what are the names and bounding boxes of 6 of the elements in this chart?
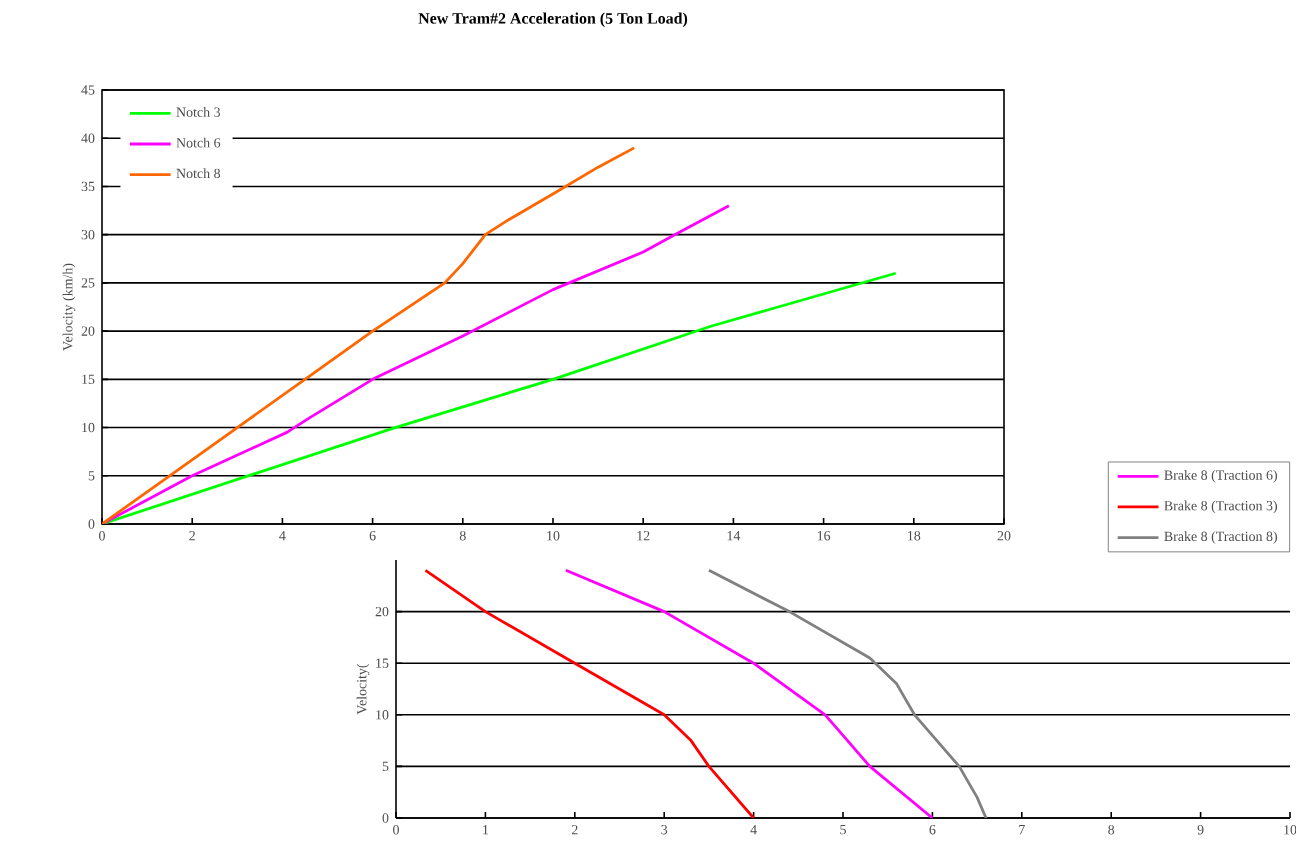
line-series bbox=[102, 146, 636, 524]
line-series bbox=[102, 271, 898, 524]
line-series bbox=[102, 204, 731, 524]
line-series bbox=[424, 568, 756, 818]
line-series bbox=[564, 568, 934, 818]
line-series bbox=[707, 568, 988, 818]
